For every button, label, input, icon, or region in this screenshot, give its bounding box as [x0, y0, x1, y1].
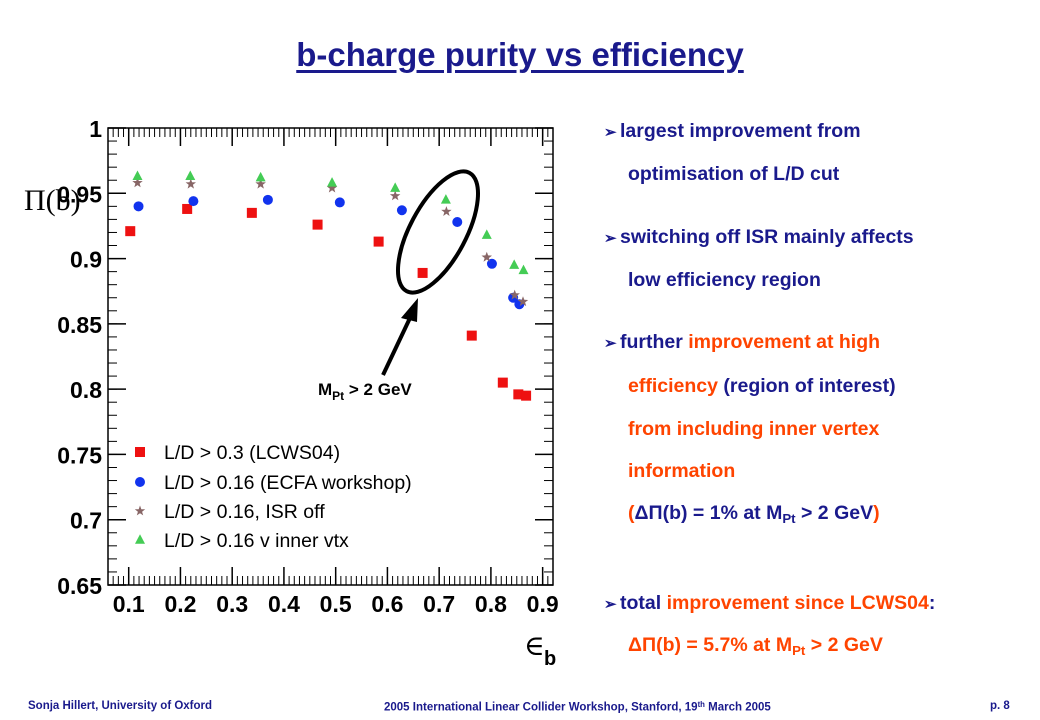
annotation-ellipse	[395, 169, 481, 295]
data-point-star	[441, 206, 452, 216]
y-tick-label: 0.85	[57, 312, 102, 338]
data-point-square	[466, 330, 477, 341]
bullet-3-line-3: from including inner vertex	[628, 418, 880, 440]
bullet-4-line-2: ΔΠ(b) = 5.7% at MPt > 2 GeV	[628, 634, 883, 658]
x-tick-label: 0.9	[527, 591, 559, 617]
x-axis-label: ∈	[524, 629, 545, 662]
data-point-triangle	[390, 182, 401, 192]
bullet-3-line-4: information	[628, 460, 736, 482]
footer-page-number: p. 8	[990, 700, 1010, 712]
annotation-arrowhead	[401, 298, 418, 322]
data-point-square	[417, 267, 428, 278]
data-point-circle	[188, 196, 199, 207]
legend-marker-circle	[135, 477, 145, 487]
legend-label: L/D > 0.16 (ECFA workshop)	[164, 472, 412, 494]
data-point-circle	[133, 201, 144, 212]
data-point-triangle	[518, 264, 529, 275]
bullet-3-line-5: (ΔΠ(b) = 1% at MPt > 2 GeV)	[628, 502, 880, 526]
x-tick-label: 0.6	[371, 591, 403, 617]
y-tick-label: 0.8	[70, 377, 102, 403]
data-point-star	[132, 177, 143, 188]
x-tick-label: 0.5	[320, 591, 352, 617]
data-point-triangle	[440, 194, 451, 204]
data-point-triangle	[481, 229, 492, 239]
x-tick-label: 0.2	[164, 591, 196, 617]
arrow-bullet-icon: ➢	[604, 596, 617, 613]
data-point-square	[125, 226, 136, 237]
data-point-square	[521, 390, 532, 401]
bullet-2-line-1: ➢ switching off ISR mainly affects	[604, 226, 914, 248]
legend-label: L/D > 0.3 (LCWS04)	[164, 442, 340, 464]
data-point-square	[513, 389, 524, 400]
data-point-circle	[452, 217, 463, 228]
y-tick-label: 0.95	[57, 181, 102, 207]
bullet-3-line-2: efficiency (region of interest)	[628, 375, 896, 397]
legend-label: L/D > 0.16, ISR off	[164, 501, 325, 523]
y-axis-label: Π(b)	[24, 184, 81, 217]
data-point-square	[246, 207, 257, 218]
data-point-star	[255, 178, 266, 189]
legend-label: L/D > 0.16 v inner vtx	[164, 530, 349, 552]
arrow-bullet-icon: ➢	[604, 335, 617, 352]
x-tick-label: 0.7	[423, 591, 455, 617]
y-tick-label: 0.75	[57, 442, 102, 468]
x-tick-label: 0.8	[475, 591, 507, 617]
data-point-triangle	[255, 171, 266, 182]
x-tick-label: 0.4	[268, 591, 300, 617]
footer-event: 2005 International Linear Collider Works…	[384, 700, 771, 714]
legend-marker-star	[134, 505, 146, 516]
data-point-square	[497, 377, 508, 388]
bullet-2-line-2: low efficiency region	[628, 269, 821, 291]
data-point-square	[182, 203, 193, 214]
arrow-bullet-icon: ➢	[604, 124, 617, 141]
chart: 0.65 0.7 0.75 0.8 0.85 0.9 0.95 1 0.1 0.2 0.3 0.4 0.…	[24, 116, 559, 670]
bullet-1-line-1: ➢ largest improvement from	[604, 120, 861, 142]
footer-author: Sonja Hillert, University of Oxford	[28, 700, 213, 712]
legend-marker-triangle	[135, 534, 145, 544]
x-axis-label-subscript: b	[544, 648, 556, 670]
page-title: b-charge purity vs efficiency	[296, 36, 744, 73]
data-point-star	[517, 296, 529, 307]
data-point-square	[312, 219, 323, 230]
data-point-triangle	[132, 170, 143, 181]
data-point-star	[389, 190, 401, 201]
data-point-star	[326, 182, 338, 193]
annotation-label: MPt > 2 GeV	[318, 380, 412, 403]
arrow-bullet-icon: ➢	[604, 230, 617, 247]
bullet-3-line-1: ➢ further improvement at high	[604, 331, 881, 353]
data-point-circle	[262, 194, 273, 205]
data-point-star	[509, 289, 520, 300]
data-point-circle	[396, 205, 407, 216]
y-tick-label: 0.65	[57, 573, 102, 599]
data-point-square	[373, 236, 384, 247]
x-tick-label: 0.3	[216, 591, 248, 617]
bullet-4-line-1: ➢ total improvement since LCWS04:	[604, 592, 936, 614]
data-point-circle	[334, 197, 345, 208]
y-tick-label: 0.7	[70, 508, 102, 534]
data-point-star	[185, 178, 196, 189]
annotation-arrow	[381, 317, 412, 376]
data-point-triangle	[185, 170, 196, 181]
data-point-triangle	[327, 177, 338, 187]
data-point-star	[481, 251, 492, 262]
y-tick-label: 1	[89, 116, 102, 142]
data-point-triangle	[509, 259, 520, 269]
x-tick-label: 0.1	[113, 591, 145, 617]
legend-marker-square	[135, 447, 145, 457]
bullet-1-line-2: optimisation of L/D cut	[628, 163, 840, 185]
y-tick-label: 0.9	[70, 247, 102, 273]
